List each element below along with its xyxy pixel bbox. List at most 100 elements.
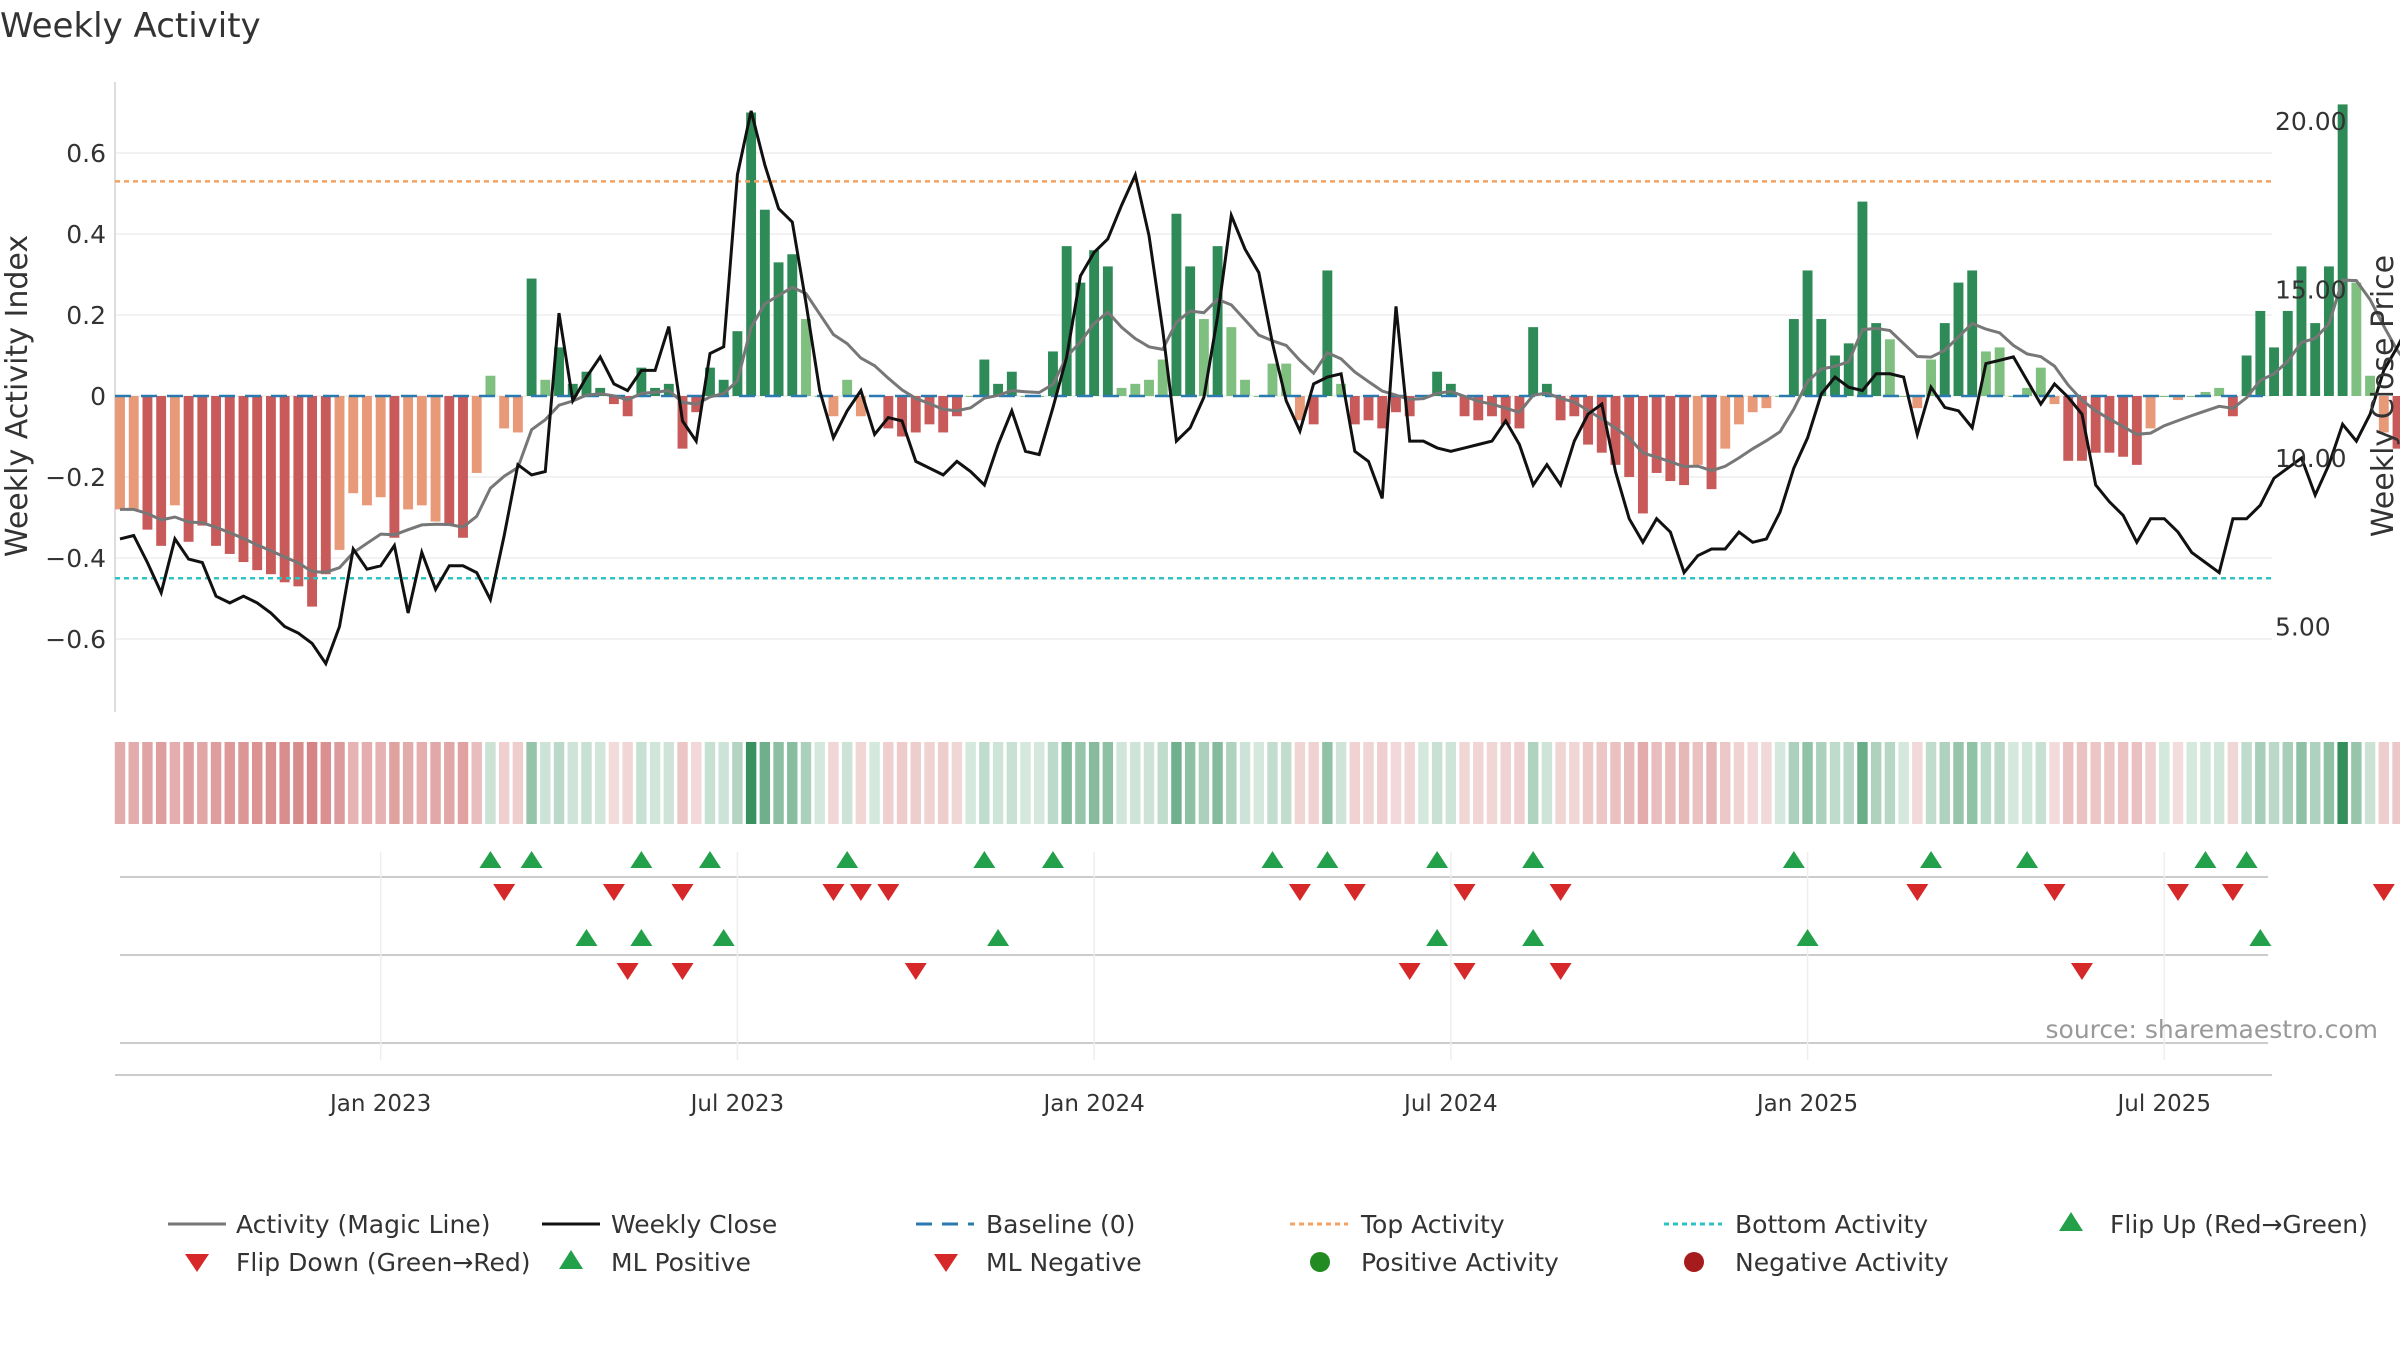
activity-bar bbox=[416, 396, 427, 506]
activity-bar bbox=[2173, 396, 2183, 401]
y2-tick-label: 20.00 bbox=[2275, 107, 2347, 136]
heat-cell bbox=[979, 742, 990, 824]
legend-top-activity-label: Top Activity bbox=[1360, 1210, 1505, 1239]
activity-bar bbox=[320, 396, 331, 575]
heat-cell bbox=[306, 742, 318, 824]
legend-flip-up-icon bbox=[2059, 1212, 2083, 1231]
legend-flip-down: Flip Down (Green→Red) bbox=[185, 1248, 531, 1277]
heat-cell bbox=[1884, 742, 1896, 824]
heat-cell bbox=[1171, 742, 1182, 824]
heat-cell bbox=[2241, 742, 2252, 824]
legend-weekly-close: Weekly Close bbox=[542, 1210, 777, 1239]
activity-bar bbox=[238, 396, 249, 563]
heat-cell bbox=[869, 742, 880, 824]
activity-bar bbox=[965, 396, 976, 397]
activity-bar bbox=[1939, 323, 1950, 396]
activity-bar bbox=[471, 396, 482, 473]
flip-up-marker bbox=[630, 851, 653, 868]
heat-cell bbox=[1047, 742, 1059, 824]
heat-cell bbox=[430, 742, 441, 824]
heat-cell bbox=[512, 742, 524, 824]
heat-cell bbox=[2049, 742, 2060, 824]
heat-cell bbox=[1335, 742, 1347, 824]
activity-bar bbox=[746, 112, 757, 396]
heat-cell bbox=[1569, 742, 1580, 824]
activity-bar bbox=[362, 396, 372, 506]
activity-bar bbox=[732, 331, 743, 396]
activity-bar bbox=[142, 396, 153, 530]
activity-bar bbox=[1432, 371, 1443, 396]
activity-bar bbox=[1637, 396, 1648, 514]
heat-cell bbox=[1500, 742, 1511, 824]
heat-cell bbox=[649, 742, 661, 824]
activity-bar bbox=[1734, 396, 1744, 425]
heat-cell bbox=[1692, 742, 1704, 824]
heat-cell bbox=[2076, 742, 2088, 824]
y-axis-label: Weekly Activity Index bbox=[0, 235, 35, 557]
heat-cell bbox=[1610, 742, 1621, 824]
activity-bar bbox=[993, 383, 1004, 396]
flip-down-marker bbox=[602, 884, 625, 901]
heat-cell bbox=[1857, 742, 1868, 824]
heat-cell bbox=[2186, 742, 2197, 824]
heat-cell bbox=[2200, 742, 2211, 824]
activity-bar bbox=[2104, 396, 2115, 453]
activity-bar bbox=[307, 396, 318, 607]
heat-cell bbox=[1226, 742, 1237, 824]
heat-cell bbox=[2309, 742, 2321, 824]
heat-cell bbox=[1157, 742, 1168, 824]
activity-bar bbox=[1308, 396, 1319, 425]
ml-negative-marker bbox=[1453, 963, 1476, 980]
heat-cell bbox=[348, 742, 359, 824]
x-tick-label: Jul 2025 bbox=[2115, 1091, 2211, 1117]
activity-bar bbox=[1926, 359, 1936, 396]
heat-cell bbox=[210, 742, 222, 824]
activity-bar bbox=[1788, 319, 1799, 396]
heat-cell bbox=[375, 742, 386, 824]
activity-bar bbox=[156, 396, 167, 546]
activity-bar bbox=[1281, 363, 1292, 396]
legend-ml-positive: ML Positive bbox=[559, 1248, 751, 1277]
flip-down-marker bbox=[2372, 884, 2395, 901]
legend-magic-line: Activity (Magic Line) bbox=[168, 1210, 490, 1239]
activity-bar bbox=[897, 396, 907, 437]
activity-bar bbox=[1884, 339, 1895, 396]
activity-bar bbox=[1349, 396, 1360, 425]
activity-bar bbox=[883, 396, 894, 429]
flip-down-marker bbox=[2167, 884, 2189, 901]
activity-bar bbox=[169, 396, 180, 506]
activity-bar bbox=[1198, 319, 1209, 396]
ml-positive-marker bbox=[1522, 929, 1545, 946]
flip-down-marker bbox=[493, 884, 516, 901]
flip-up-marker bbox=[1041, 851, 1064, 868]
activity-bar bbox=[2022, 387, 2033, 396]
legend-baseline: Baseline (0) bbox=[916, 1210, 1135, 1239]
legend-positive-activity-label: Positive Activity bbox=[1361, 1248, 1559, 1277]
heat-cell bbox=[1596, 742, 1607, 824]
activity-bar bbox=[1679, 396, 1690, 486]
heat-cell bbox=[334, 742, 345, 824]
heat-cell bbox=[1102, 742, 1114, 824]
heat-cell bbox=[238, 742, 249, 824]
flip-up-marker bbox=[1426, 851, 1449, 868]
activity-bar bbox=[128, 396, 139, 510]
activity-bar bbox=[636, 367, 647, 396]
y-tick-label: 0.4 bbox=[66, 220, 106, 249]
activity-bar bbox=[1240, 379, 1250, 396]
heat-cell bbox=[1198, 742, 1210, 824]
heat-cell bbox=[704, 742, 716, 824]
heat-cell bbox=[2337, 742, 2348, 824]
heat-cell bbox=[2323, 742, 2335, 824]
heat-cell bbox=[1870, 742, 1882, 824]
activity-bar bbox=[1294, 396, 1305, 421]
activity-bar bbox=[2077, 396, 2087, 461]
heat-cell bbox=[1925, 742, 1937, 824]
heat-cell bbox=[636, 742, 647, 824]
flip-down-marker bbox=[877, 884, 900, 901]
heat-cell bbox=[1061, 742, 1072, 824]
ml-positive-marker bbox=[1426, 929, 1449, 946]
ml-negative-marker bbox=[904, 963, 927, 980]
activity-bar bbox=[1500, 396, 1511, 425]
activity-bar bbox=[458, 396, 468, 538]
